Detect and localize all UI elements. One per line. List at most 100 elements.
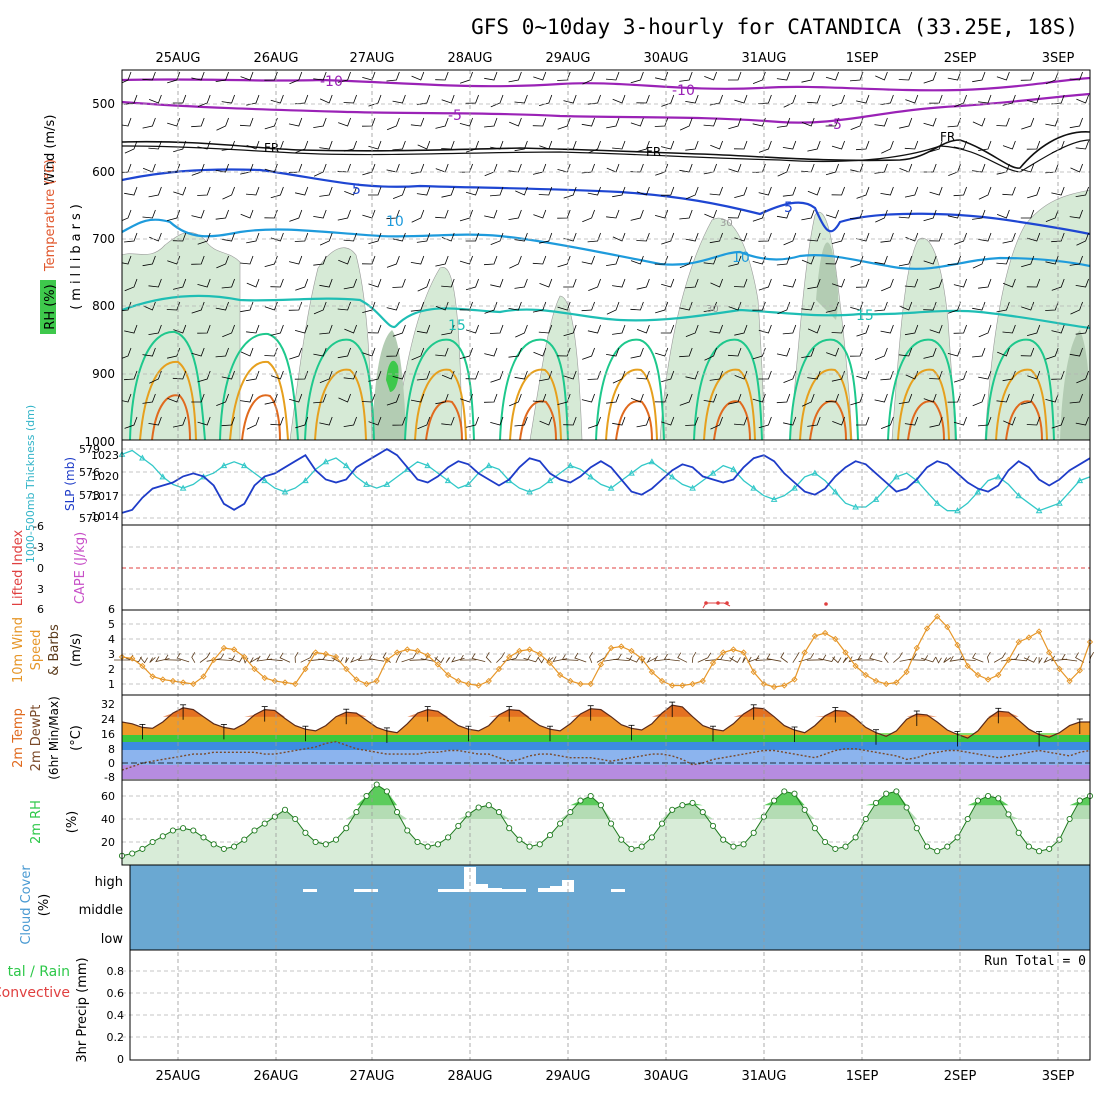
upper-wind-barb (294, 324, 309, 334)
upper-wind-barb (313, 255, 327, 266)
cape-marker (716, 601, 720, 605)
contour-label: FR (264, 141, 279, 155)
upper-wind-barb (295, 140, 309, 153)
precip-tick: 0 (117, 1053, 124, 1066)
surface-wind-barb (883, 652, 889, 663)
upper-wind-barb (508, 347, 522, 358)
upper-wind-barb (172, 232, 187, 242)
upper-wind-barb (654, 117, 669, 127)
rh-marker (231, 843, 238, 850)
upper-wind-barb (240, 255, 254, 265)
upper-wind-barb (612, 186, 626, 198)
wind-speed-marker (251, 665, 258, 673)
upper-wind-barb (484, 301, 498, 314)
upper-wind-barb (533, 71, 547, 81)
contour-freezing (122, 131, 1090, 169)
upper-wind-barb (508, 209, 522, 220)
wind-speed-marker (730, 646, 737, 653)
upper-wind-barb (167, 71, 181, 84)
upper-wind-barb (1026, 94, 1041, 104)
surface-wind-barb (471, 653, 486, 662)
surface-wind-barb (215, 655, 236, 661)
upper-wind-barb (588, 140, 601, 154)
upper-wind-barb (947, 255, 961, 265)
wind-speed-marker (190, 680, 197, 688)
upper-wind-barb (972, 255, 986, 269)
wind-speed-marker (577, 680, 584, 688)
upper-wind-barb (996, 301, 1010, 313)
upper-wind-barb (216, 117, 229, 131)
upper-wind-barb (831, 324, 845, 334)
rh-marker (913, 825, 920, 832)
upper-wind-barb (166, 209, 181, 221)
upper-wind-barb (831, 186, 845, 196)
upper-wind-barb (563, 186, 577, 199)
upper-wind-barb (874, 255, 888, 265)
surface-wind-barb (792, 652, 800, 663)
upper-wind-barb (898, 347, 913, 357)
upper-wind-barb (1045, 301, 1059, 311)
upper-wind-barb (874, 347, 888, 361)
surface-wind-barb (164, 654, 181, 661)
rh-markers (118, 781, 1094, 859)
wind-grid (122, 623, 1090, 685)
surface-wind-barb (842, 657, 849, 663)
upper-wind-barb (319, 232, 333, 246)
upper-wind-barb (582, 209, 595, 223)
rh-marker (404, 827, 411, 834)
upper-wind-barb (313, 71, 327, 81)
upper-wind-barb (996, 393, 1010, 403)
upper-wind-barb (416, 324, 431, 334)
upper-wind-barb (783, 232, 797, 246)
thickness-marker (607, 484, 615, 491)
upper-wind-barb (410, 163, 425, 174)
wind-speed-marker (261, 674, 268, 682)
upper-wind-barb (124, 140, 138, 154)
upper-wind-barb (441, 324, 455, 336)
rh-marker (536, 841, 543, 848)
upper-wind-barb (143, 301, 156, 311)
temp-band (122, 742, 1090, 750)
top-date-label: 2SEP (944, 51, 977, 66)
contour-label: 5 (784, 200, 793, 216)
upper-wind-barb (386, 393, 400, 406)
upper-wind-barb (856, 416, 870, 426)
frame-precip (129, 949, 1091, 1061)
upper-wind-barb (1069, 255, 1083, 266)
surface-wind-barb (345, 657, 349, 664)
upper-wind-barb (172, 94, 187, 104)
cloud-level-label: middle (79, 903, 123, 918)
upper-wind-barb (343, 278, 357, 290)
upper-wind-barb (679, 71, 693, 82)
upper-wind-barb (703, 301, 717, 312)
upper-wind-barb (313, 209, 327, 219)
upper-wind-barb (319, 416, 333, 426)
wind-speed-marker (383, 656, 391, 664)
upper-wind-barb (874, 301, 888, 312)
rh-marker (149, 838, 156, 846)
upper-wind-barb (1051, 324, 1065, 334)
upper-wind-barb (557, 163, 571, 173)
lobe-30 (907, 400, 945, 440)
cloud-level-label: high (95, 875, 123, 890)
thickness-marker (628, 469, 635, 476)
upper-wind-barb (807, 140, 821, 152)
upper-wind-barb (898, 255, 913, 267)
upper-wind-barb (880, 324, 894, 334)
slp-tick: 1014 (91, 510, 119, 523)
upper-wind-barb (856, 186, 870, 199)
upper-wind-barb (807, 416, 821, 427)
rh-marker (771, 797, 778, 804)
cloud-high-bar (488, 888, 502, 892)
wind-tick: 4 (108, 633, 115, 646)
rh-marker (424, 843, 431, 850)
upper-wind-barb (122, 71, 132, 84)
upper-wind-barb (411, 71, 425, 81)
upper-wind-barb (319, 278, 333, 288)
upper-wind-barb (557, 255, 571, 268)
upper-wind-barb (148, 324, 162, 335)
thickness-marker (1056, 499, 1063, 506)
upper-wind-barb (435, 393, 449, 405)
upper-wind-barb (831, 278, 845, 288)
thickness-marker (261, 477, 269, 484)
